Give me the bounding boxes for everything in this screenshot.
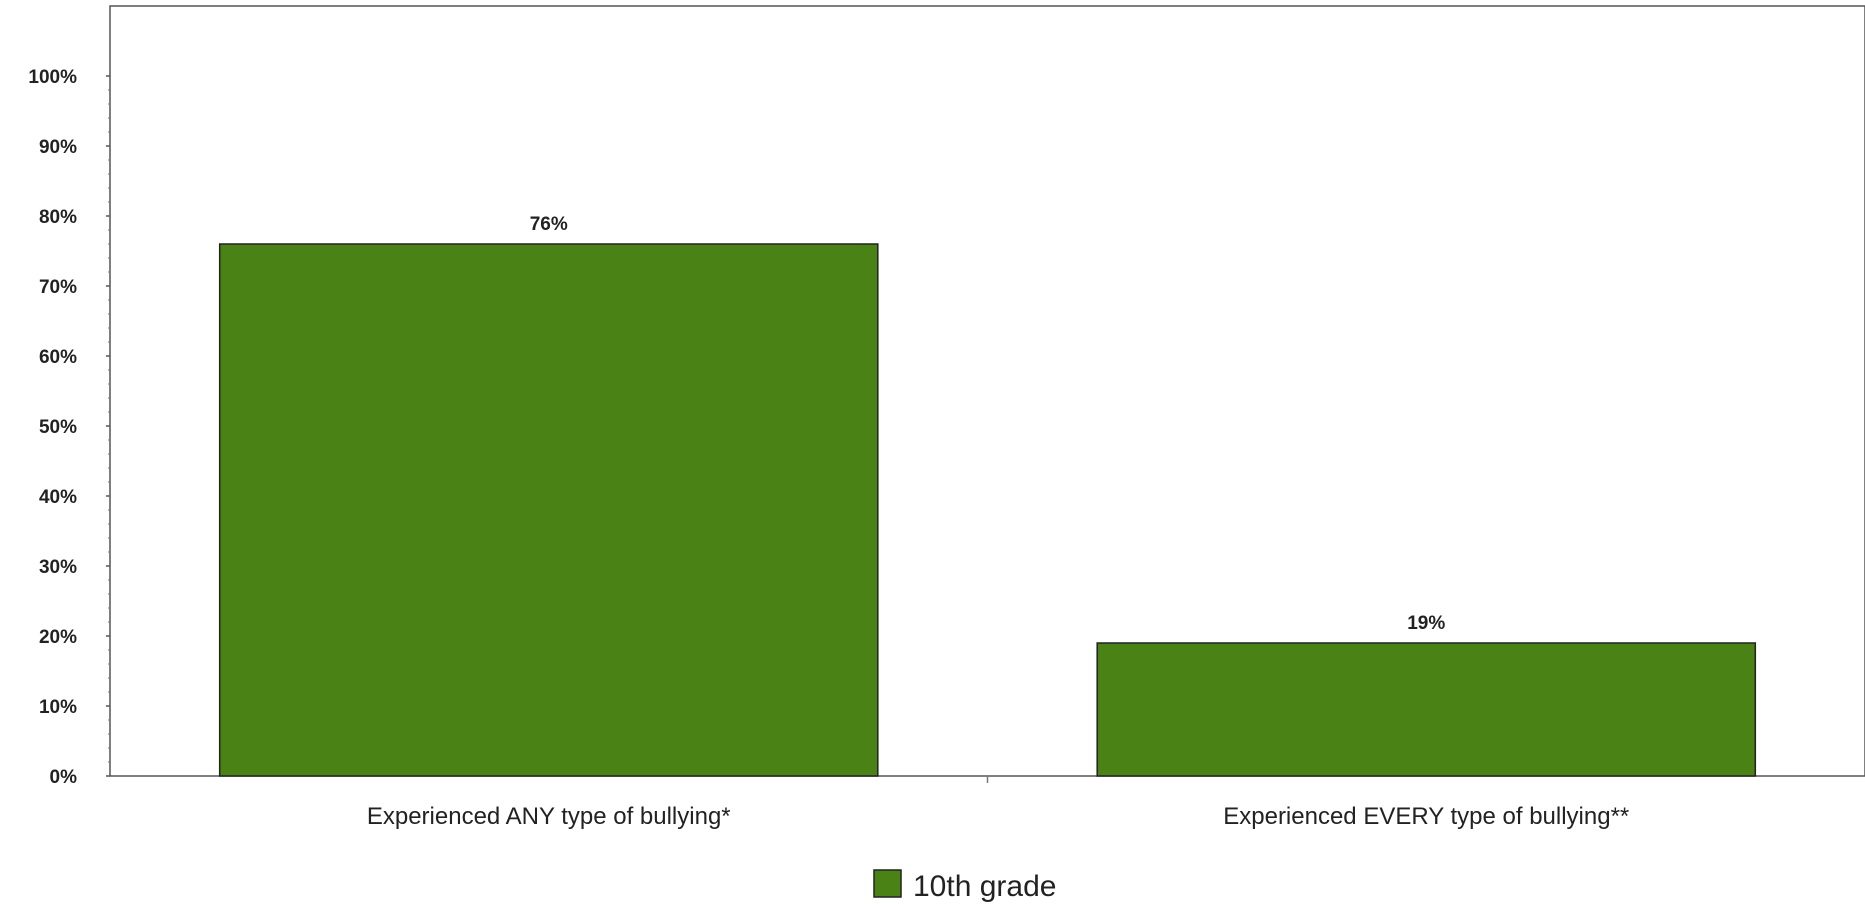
bar-1 [218, 243, 879, 777]
y-tick-label: 90% [39, 137, 77, 158]
y-tick-label: 60% [39, 347, 77, 368]
legend-label-10th-grade: 10th grade [913, 870, 1056, 903]
y-tick-label: 50% [39, 417, 77, 438]
bars: 76% 19% [218, 214, 1757, 777]
y-tick-label: 10% [39, 697, 77, 718]
y-tick-label: 70% [39, 277, 77, 298]
x-category-label: Experienced EVERY type of bullying** [1223, 803, 1629, 830]
data-label: 76% [530, 214, 568, 235]
y-tick-label: 100% [28, 67, 77, 88]
y-tick-label: 30% [39, 557, 77, 578]
y-tick-label: 80% [39, 207, 77, 228]
y-axis: 0% 10% 20% 30% 40% 50% 60% 70% 80% 90% 100% [28, 67, 110, 788]
legend: 10th grade [873, 869, 1056, 903]
y-tick-label: 0% [50, 767, 78, 788]
legend-swatch-10th-grade [873, 869, 902, 898]
bar-2 [1096, 642, 1757, 777]
y-tick-label: 20% [39, 627, 77, 648]
y-tick-label: 40% [39, 487, 77, 508]
data-label: 19% [1407, 613, 1445, 634]
x-axis: Experienced ANY type of bullying* Experie… [367, 776, 1629, 830]
x-category-label: Experienced ANY type of bullying* [367, 803, 731, 830]
